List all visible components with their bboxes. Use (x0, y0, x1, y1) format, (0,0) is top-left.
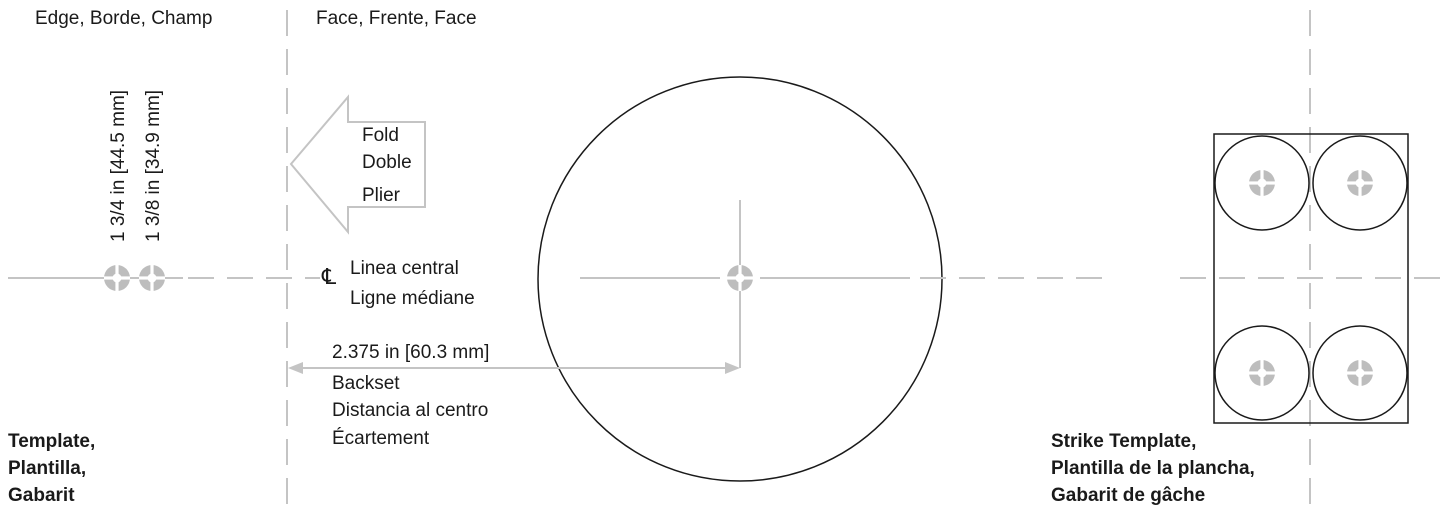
fold-label-fr: Plier (362, 185, 401, 206)
strike-template-label-en: Strike Template, (1051, 431, 1196, 452)
strike-marker-bottom-left (1249, 360, 1275, 386)
dimension-34-9mm-label: 1 3/8 in [34.9 mm] (143, 90, 164, 242)
strike-plate-outline (1213, 133, 1409, 424)
template-label-en: Template, (8, 431, 95, 452)
template-label-es: Plantilla, (8, 458, 86, 479)
strike-marker-bottom-right (1347, 360, 1373, 386)
face-bore-center-marker (727, 265, 753, 291)
fold-label-en: Fold (362, 125, 399, 146)
edge-label: Edge, Borde, Champ (35, 8, 212, 29)
centerline-label-es: Linea central (350, 258, 459, 279)
backset-label-en: Backset (332, 373, 400, 394)
centerline-label-fr: Ligne médiane (350, 288, 475, 309)
strike-circle-bottom-left (1214, 325, 1310, 421)
backset-dimension-label: 2.375 in [60.3 mm] (332, 342, 489, 363)
strike-circle-top-right (1312, 135, 1408, 231)
template-label-fr: Gabarit (8, 485, 75, 506)
strike-circle-top-left (1214, 135, 1310, 231)
backset-dimension-arrow (288, 362, 740, 374)
backset-label-fr: Écartement (332, 428, 430, 449)
strike-circle-bottom-right (1312, 325, 1408, 421)
strike-marker-top-left (1249, 170, 1275, 196)
strike-template-label-fr: Gabarit de gâche (1051, 485, 1205, 506)
edge-bore-44-marker (104, 265, 130, 291)
strike-marker-top-right (1347, 170, 1373, 196)
fold-arrow (289, 94, 426, 235)
face-label: Face, Frente, Face (316, 8, 477, 29)
strike-template-label-es: Plantilla de la plancha, (1051, 458, 1255, 479)
fold-label-es: Doble (362, 152, 412, 173)
backset-label-es: Distancia al centro (332, 400, 488, 421)
edge-bore-34-marker (139, 265, 165, 291)
dimension-44-5mm-label: 1 3/4 in [44.5 mm] (108, 90, 129, 242)
centerline-symbol: ℄ (321, 264, 337, 289)
